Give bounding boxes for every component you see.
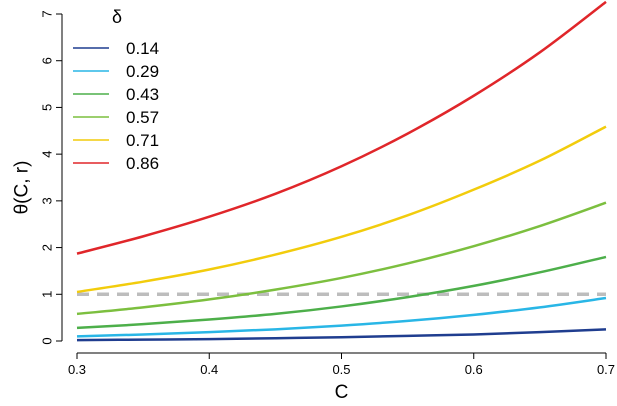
- series-lines: [76, 0, 607, 342]
- x-tick-label: 0.4: [200, 362, 218, 377]
- x-tick-label: 0.3: [68, 362, 86, 377]
- x-tick-label: 0.7: [597, 362, 615, 377]
- x-axis-title: C: [335, 382, 349, 403]
- series-line: [76, 255, 607, 330]
- y-tick-label: 3: [40, 197, 55, 204]
- y-tick-label: 0: [40, 337, 55, 344]
- y-ticks: 0 1 2 3 4 5 6 7: [40, 10, 62, 345]
- y-tick-label: 6: [40, 57, 55, 64]
- x-ticks: 0.3 0.4 0.5 0.6 0.7: [68, 353, 615, 377]
- series-line: [76, 0, 607, 255]
- series-line: [76, 125, 607, 294]
- legend-title: δ: [112, 7, 122, 27]
- legend-label: 0.14: [126, 39, 159, 58]
- legend-label: 0.71: [126, 131, 159, 150]
- y-tick-label: 5: [40, 104, 55, 111]
- y-tick-label: 2: [40, 244, 55, 251]
- series-line: [76, 296, 607, 338]
- legend-label: 0.43: [126, 85, 159, 104]
- y-tick-label: 7: [40, 10, 55, 17]
- legend: δ 0.14 0.29 0.43 0.57 0.71 0.86: [73, 7, 159, 173]
- legend-label: 0.86: [126, 154, 159, 173]
- series-line: [76, 328, 607, 342]
- x-tick-label: 0.5: [332, 362, 350, 377]
- legend-label: 0.29: [126, 62, 159, 81]
- y-tick-label: 1: [40, 291, 55, 298]
- x-tick-label: 0.6: [465, 362, 483, 377]
- y-tick-label: 4: [40, 151, 55, 158]
- series-line: [76, 201, 607, 316]
- legend-label: 0.57: [126, 108, 159, 127]
- y-axis-title: θ(C, r): [12, 161, 33, 215]
